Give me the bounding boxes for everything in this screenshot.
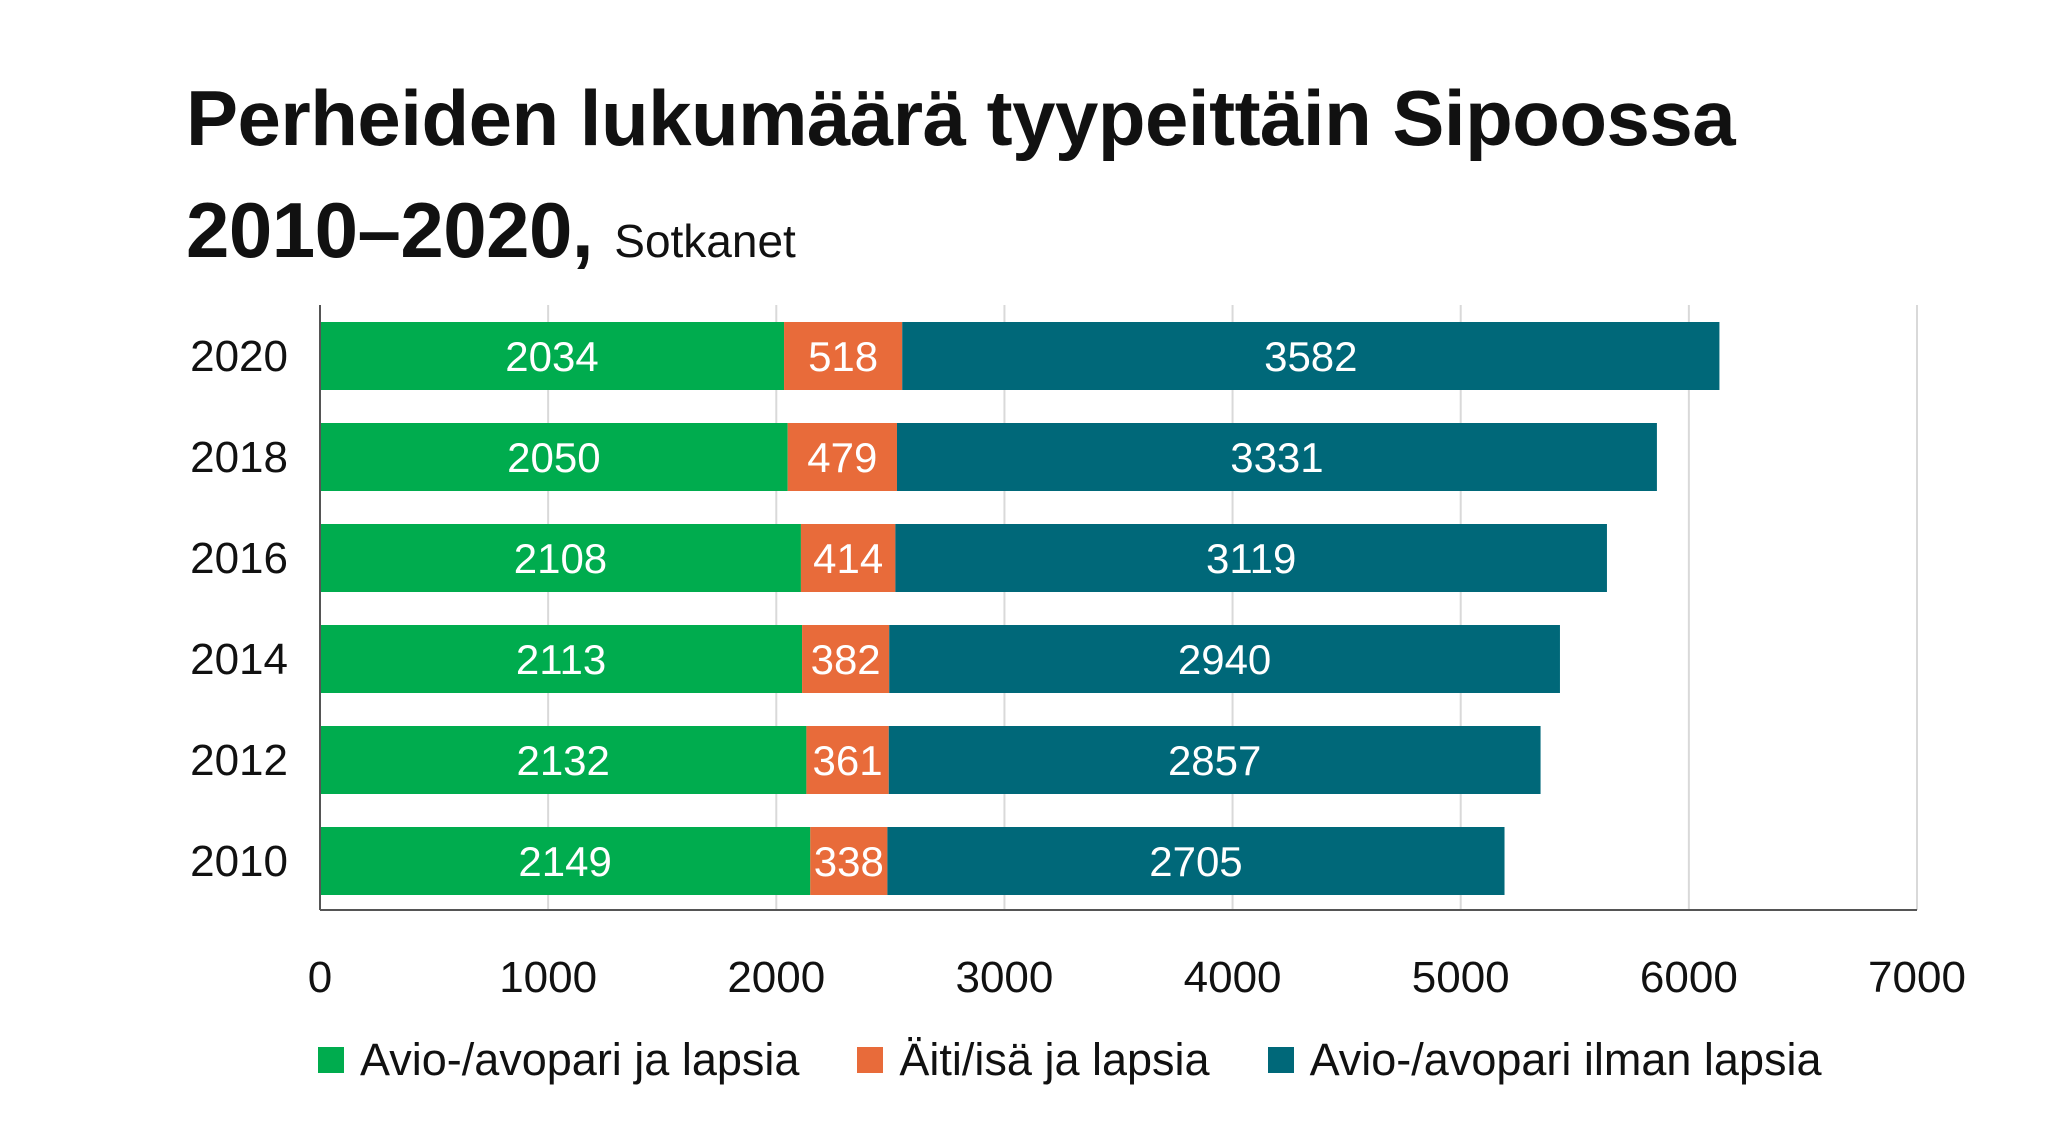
chart-title-block: Perheiden lukumäärä tyypeittäin Sipoossa… — [186, 62, 1986, 297]
data-label-2018-series-1: 479 — [807, 434, 877, 481]
bar-2018-series-1 — [787, 423, 897, 491]
bar-2010-series-1 — [810, 827, 888, 895]
bar-2014-series-1 — [802, 625, 890, 693]
labels: 0 1000 2000 3000 4000 5000 6000 7000 2020 2034 518… — [190, 332, 1966, 1002]
legend-item-0: Avio-/avopari ja lapsia — [318, 1034, 799, 1086]
bar-2010-series-2 — [887, 827, 1505, 895]
bar-2018-series-2 — [896, 423, 1657, 491]
x-tick-label-5000: 5000 — [1412, 953, 1510, 1002]
data-label-2020-series-0: 2034 — [505, 333, 598, 380]
bar-2012-series-2 — [888, 726, 1541, 794]
data-label-2016-series-1: 414 — [813, 535, 883, 582]
bar-2012-series-1 — [806, 726, 889, 794]
legend-item-2: Avio-/avopari ilman lapsia — [1267, 1034, 1822, 1086]
data-label-2014-series-0: 2113 — [516, 636, 606, 683]
bar-2014-series-0 — [320, 625, 803, 693]
bar-2010-series-0 — [320, 827, 811, 895]
legend: Avio-/avopari ja lapsia Äiti/isä ja laps… — [318, 1034, 1822, 1086]
grid-lines — [547, 305, 1918, 910]
data-label-2016-series-0: 2108 — [514, 535, 607, 582]
data-label-2012-series-1: 361 — [813, 737, 883, 784]
y-tick-label-2014: 2014 — [190, 635, 288, 684]
chart-title-years: 2010–2020, — [186, 186, 594, 274]
bar-2018-series-0 — [320, 423, 788, 491]
data-label-2020-series-1: 518 — [808, 333, 878, 380]
x-tick-label-2000: 2000 — [727, 953, 825, 1002]
x-tick-label-4000: 4000 — [1184, 953, 1282, 1002]
bar-2016-series-1 — [800, 524, 896, 592]
y-tick-label-2010: 2010 — [190, 837, 288, 886]
legend-label-0: Avio-/avopari ja lapsia — [360, 1034, 800, 1085]
y-tick-label-2016: 2016 — [190, 534, 288, 583]
x-tick-label-7000: 7000 — [1868, 953, 1966, 1002]
data-label-2014-series-2: 2940 — [1178, 636, 1271, 683]
legend-label-1: Äiti/isä ja lapsia — [899, 1034, 1210, 1085]
data-label-2012-series-0: 2132 — [516, 737, 609, 784]
data-label-2018-series-0: 2050 — [507, 434, 600, 481]
bar-2020-series-1 — [784, 322, 903, 390]
chart-title-line2: 2010–2020, Sotkanet — [186, 174, 1986, 297]
data-label-2016-series-2: 3119 — [1206, 535, 1296, 582]
x-tick-label-3000: 3000 — [955, 953, 1053, 1002]
y-tick-label-2012: 2012 — [190, 736, 288, 785]
chart-subtitle: Sotkanet — [614, 215, 796, 267]
legend-swatch-0 — [318, 1047, 344, 1073]
data-label-2010-series-0: 2149 — [518, 838, 611, 885]
bar-2016-series-2 — [895, 524, 1607, 592]
y-tick-label-2018: 2018 — [190, 433, 288, 482]
legend-swatch-1 — [857, 1047, 884, 1073]
data-label-2014-series-1: 382 — [811, 636, 881, 683]
bar-2020-series-0 — [320, 322, 785, 390]
bar-2012-series-0 — [320, 726, 807, 794]
y-tick-label-2020: 2020 — [190, 332, 288, 381]
bar-2016-series-0 — [320, 524, 801, 592]
axes — [319, 305, 1917, 911]
data-label-2010-series-1: 338 — [814, 838, 884, 885]
data-label-2020-series-2: 3582 — [1264, 333, 1357, 380]
data-label-2018-series-2: 3331 — [1230, 434, 1323, 481]
bars — [320, 322, 1720, 895]
x-tick-label-0: 0 — [308, 953, 332, 1002]
data-label-2012-series-2: 2857 — [1168, 737, 1261, 784]
data-label-2010-series-2: 2705 — [1149, 838, 1242, 885]
x-tick-label-6000: 6000 — [1640, 953, 1738, 1002]
legend-item-1: Äiti/isä ja lapsia — [857, 1034, 1210, 1086]
bar-2020-series-2 — [902, 322, 1720, 390]
chart-title: Perheiden lukumäärä tyypeittäin Sipoossa — [186, 74, 1736, 162]
bar-2014-series-2 — [889, 625, 1560, 693]
legend-label-2: Avio-/avopari ilman lapsia — [1309, 1034, 1822, 1085]
legend-swatch-2 — [1267, 1047, 1294, 1073]
x-tick-label-1000: 1000 — [499, 953, 597, 1002]
